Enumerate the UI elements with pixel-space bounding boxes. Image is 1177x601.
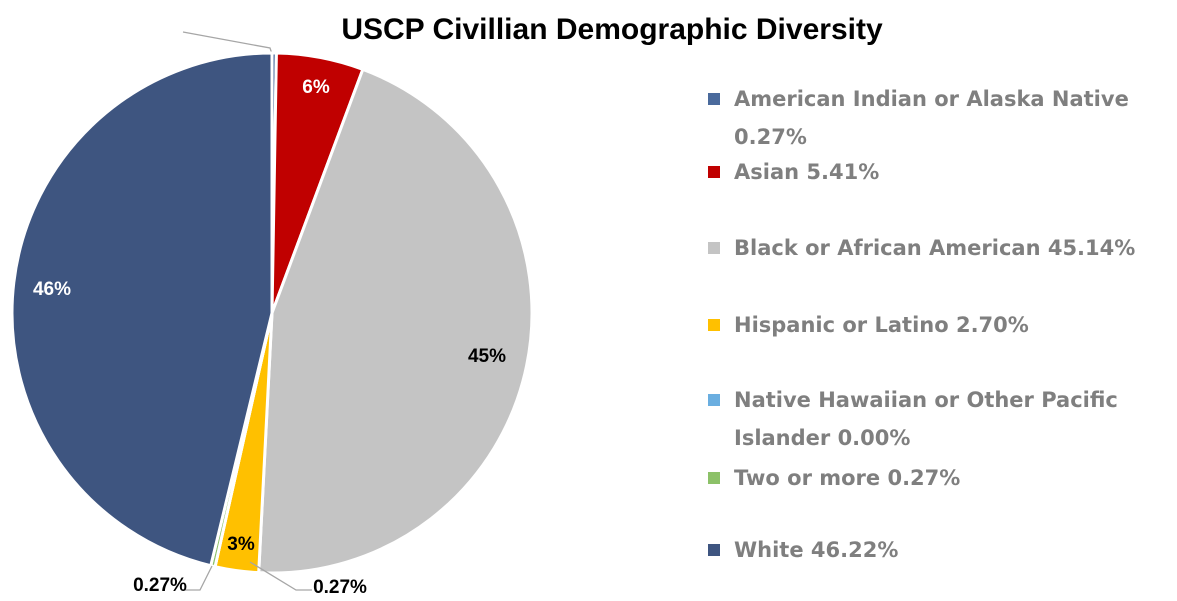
legend-item: Hispanic or Latino 2.70%	[706, 306, 1174, 344]
legend-swatch	[708, 394, 720, 406]
legend-item: Asian 5.41%	[706, 153, 1174, 191]
data-label: 6%	[302, 77, 330, 98]
legend-label: White 46.22%	[734, 538, 899, 562]
legend-label: Hispanic or Latino 2.70%	[734, 313, 1029, 337]
legend-item: Two or more 0.27%	[706, 459, 1174, 497]
legend-item: American Indian or Alaska Native 0.27%	[706, 80, 1174, 156]
leader-line	[249, 561, 312, 591]
legend-label: Native Hawaiian or Other Pacific Islande…	[734, 388, 1118, 450]
legend-label: Black or African American 45.14%	[734, 236, 1136, 260]
legend-swatch	[708, 472, 720, 484]
legend-item: White 46.22%	[706, 531, 1174, 569]
data-label: 0.27%	[313, 577, 367, 598]
legend-swatch	[708, 544, 720, 556]
legend-swatch	[708, 93, 720, 105]
pie-slice	[10, 51, 274, 568]
leader-line	[182, 31, 273, 55]
data-label: 46%	[33, 279, 71, 300]
data-label: 0.27%	[133, 575, 187, 596]
legend-item: Native Hawaiian or Other Pacific Islande…	[706, 381, 1174, 457]
data-label: 3%	[227, 534, 255, 555]
leader-line	[185, 565, 213, 591]
chart-title: USCP Civillian Demographic Diversity	[341, 13, 883, 46]
legend-swatch	[708, 319, 720, 331]
legend-swatch	[708, 166, 720, 178]
data-label: 45%	[468, 346, 506, 367]
legend-item: Black or African American 45.14%	[706, 229, 1174, 267]
pie-slice	[257, 67, 534, 575]
legend-label: American Indian or Alaska Native 0.27%	[734, 87, 1129, 149]
legend-swatch	[708, 242, 720, 254]
legend-label: Two or more 0.27%	[734, 466, 961, 490]
legend-label: Asian 5.41%	[734, 160, 880, 184]
